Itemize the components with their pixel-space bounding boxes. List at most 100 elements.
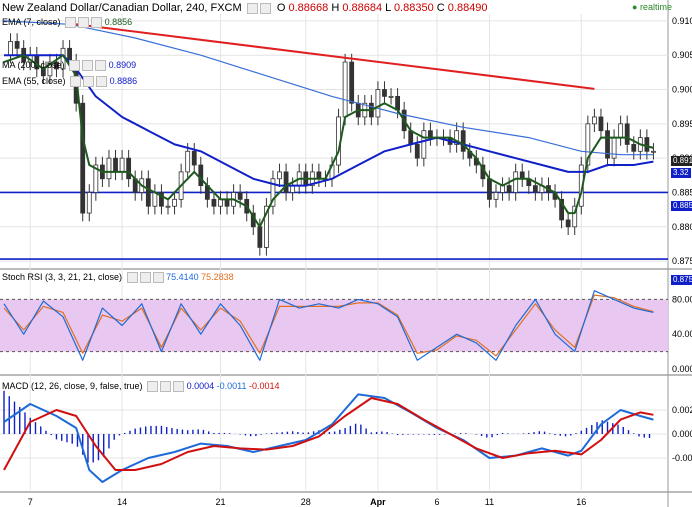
eye-icon[interactable] [82,60,94,72]
rsi-tick-label: 80.00 [672,294,692,304]
candle-body [598,116,604,132]
candle-body [506,185,512,193]
candle-body [211,198,217,207]
close-icon[interactable] [173,381,185,393]
candle-body [80,102,86,214]
legend-ema7[interactable]: EMA (7, close) 0.8856 [2,17,133,29]
candle-body [191,150,197,166]
realtime-badge: ● realtime [632,2,672,12]
x-tick-label: 21 [215,497,225,507]
candle-body [119,157,125,173]
close-icon[interactable] [91,17,103,29]
close-icon[interactable] [96,76,108,88]
ema55-name: EMA (55, close) [2,76,66,86]
candle-body [493,192,499,200]
candle-body [427,130,433,138]
settings-icon[interactable] [70,76,82,88]
candle-body [395,95,401,111]
candle-body [237,192,243,200]
candle-body [388,95,394,98]
y-tick-label: 0.900 [672,85,692,95]
settings-icon[interactable] [69,60,81,72]
candle-body [145,178,151,207]
close-icon[interactable] [259,2,271,14]
candle-body [559,198,564,221]
close-icon[interactable] [152,272,164,284]
support2-price-tag: 0.875 [671,275,692,285]
symbol-title: New Zealand Dollar/Canadian Dollar, 240,… [2,2,242,14]
stoch-k-value: 75.4140 [166,272,199,282]
candle-body [14,41,20,49]
x-tick-label: 7 [28,497,33,507]
rsi-tick-label: 0.000 [672,364,692,374]
x-tick-label: 6 [434,497,439,507]
y-tick-label: 0.905 [672,50,692,60]
x-tick-label: 28 [301,497,311,507]
candle-body [159,192,164,207]
rsi-band [0,299,668,352]
macd-pane: 0.002 0.000 -0.002 [0,390,692,483]
stoch-rsi-pane: 80.00 40.00 0.000 [0,290,692,374]
eye-icon[interactable] [78,17,90,29]
ema7-line [3,54,654,228]
settings-icon[interactable] [147,381,159,393]
candle-body [375,89,381,118]
ma200-value: 0.8909 [108,60,137,70]
stoch-k-line [3,290,654,361]
legend-stoch-rsi[interactable]: Stoch RSI (3, 3, 21, 21, close) 75.4140 … [2,272,234,284]
candle-body [513,171,519,193]
ema55-value: 0.8886 [109,76,138,86]
candle-body [54,61,59,70]
candle-body [290,185,296,193]
open-label: O [276,2,286,14]
eye-icon[interactable] [139,272,151,284]
candle-body [487,178,492,200]
candle-body [565,219,571,228]
open-value: 0.88668 [288,2,329,14]
candle-body [263,205,269,248]
candle-body [8,41,13,56]
candle-body [113,157,118,173]
candle-body [283,171,289,193]
candle-body [585,123,591,166]
eye-icon[interactable] [160,381,172,393]
legend-ema55[interactable]: EMA (55, close) 0.8886 [2,76,138,88]
settings-icon[interactable] [65,17,77,29]
settings-icon[interactable] [126,272,138,284]
eye-icon[interactable] [83,76,95,88]
ema7-value: 0.8856 [104,17,133,27]
close-label: C [436,2,445,14]
candle-body [651,150,656,153]
y-tick-label: 0.875 [672,256,692,266]
high-value: 0.88684 [342,2,383,14]
candle-body [86,192,92,214]
settings-icon[interactable] [246,2,258,14]
macd-tick-label: 0.002 [672,405,692,415]
stoch-rsi-name: Stoch RSI (3, 3, 21, 21, close) [2,272,123,282]
x-tick-label: 14 [117,497,127,507]
y-tick-label: 0.910 [672,16,692,26]
candle-body [106,157,112,180]
macd-name: MACD (12, 26, close, 9, false, true) [2,381,143,391]
signal-line [3,397,654,471]
macd-line-value: -0.0011 [216,381,247,391]
macd-signal-value: -0.0014 [249,381,280,391]
low-value: 0.88350 [393,2,434,14]
candle-body [349,61,355,104]
macd-tick-label: 0.000 [672,429,692,439]
candle-body [460,130,466,152]
ema-price-tag: 3.32 [671,168,691,178]
ma200-name: MA (200, close) [2,60,65,70]
candle-body [624,123,630,145]
high-label: H [331,2,340,14]
candle-body [270,178,276,207]
legend-ma200[interactable]: MA (200, close) 0.8909 [2,60,137,72]
low-label: L [385,2,391,14]
candle-body [316,171,322,180]
candle-body [93,164,99,193]
resistance-trendline [76,23,595,90]
close-icon[interactable] [95,60,107,72]
legend-macd[interactable]: MACD (12, 26, close, 9, false, true) 0.0… [2,381,280,393]
support-price-tag: 0.885 [671,201,692,211]
